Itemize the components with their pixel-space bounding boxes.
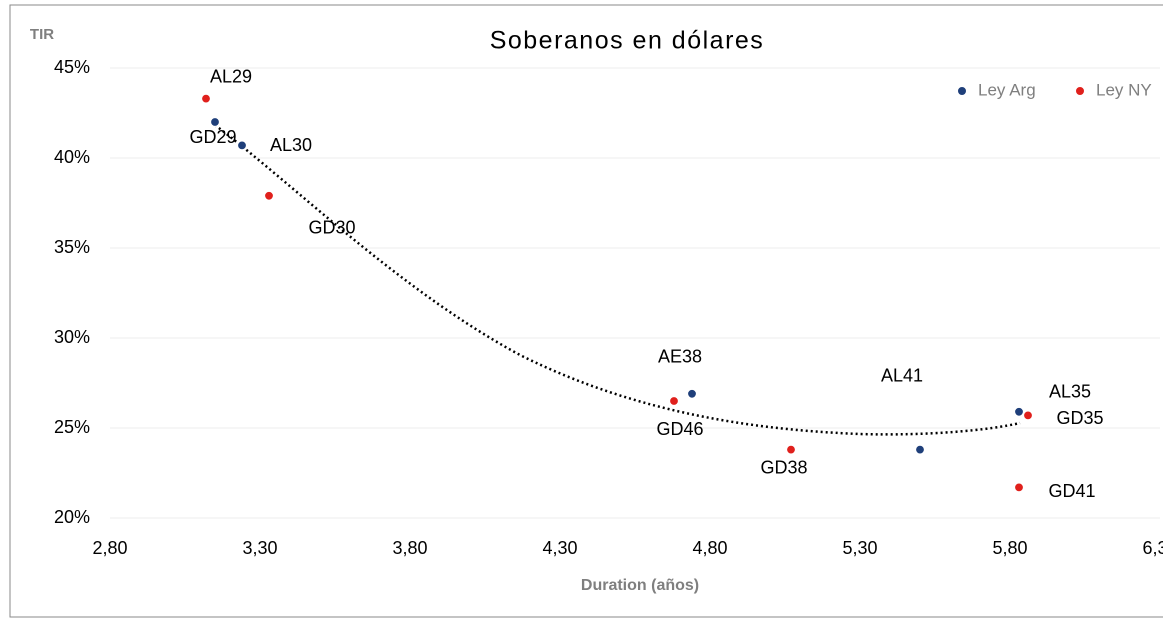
chart-frame xyxy=(9,4,1163,618)
point-label: AE38 xyxy=(658,347,702,367)
point xyxy=(1013,482,1025,493)
y-tick-label: 20% xyxy=(54,507,90,527)
point xyxy=(668,395,680,407)
y-tick-label: 45% xyxy=(54,57,90,77)
marks xyxy=(200,93,1034,493)
x-tick-label: 3,30 xyxy=(242,538,277,558)
y-tick-label: 35% xyxy=(54,237,90,257)
legend-marker xyxy=(957,86,967,96)
point xyxy=(914,444,926,455)
legend-label: Ley Arg xyxy=(978,80,1036,99)
x-tick-label: 2,80 xyxy=(92,538,127,558)
y-tick-label: 40% xyxy=(54,147,90,167)
trend-line xyxy=(214,124,1021,436)
point-label: AL29 xyxy=(210,66,252,86)
x-tick-label: 4,30 xyxy=(542,538,577,558)
legend-marker xyxy=(1075,86,1085,96)
point-label: GD35 xyxy=(1056,408,1103,428)
x-tick-label: 6,30 xyxy=(1142,538,1163,558)
point-label: GD30 xyxy=(308,218,355,238)
x-tick-label: 3,80 xyxy=(392,538,427,558)
point-label: GD38 xyxy=(760,457,807,477)
point xyxy=(200,93,212,104)
y-axis-title: TIR xyxy=(30,26,54,43)
point xyxy=(785,444,797,455)
y-tick-label: 25% xyxy=(54,417,90,437)
x-tick-label: 5,80 xyxy=(992,538,1027,558)
legend-label: Ley NY xyxy=(1096,80,1152,99)
point xyxy=(686,388,698,399)
grid xyxy=(110,67,1160,519)
point-label: GD41 xyxy=(1048,481,1095,501)
point-label: GD46 xyxy=(656,419,703,439)
point-label: AL30 xyxy=(270,135,312,155)
point xyxy=(209,116,221,128)
point-label: AL35 xyxy=(1049,382,1091,402)
point xyxy=(236,140,248,151)
chart-title: Soberanos en dólares xyxy=(490,27,765,55)
x-tick-label: 4,80 xyxy=(692,538,727,558)
point-label: GD29 xyxy=(189,127,236,147)
y-tick-label: 30% xyxy=(54,327,90,347)
point xyxy=(263,190,275,201)
x-axis-title: Duration (años) xyxy=(581,577,699,594)
x-tick-label: 5,30 xyxy=(842,538,877,558)
point-label: AL41 xyxy=(881,365,923,385)
point xyxy=(1013,406,1025,417)
point xyxy=(1022,410,1034,421)
